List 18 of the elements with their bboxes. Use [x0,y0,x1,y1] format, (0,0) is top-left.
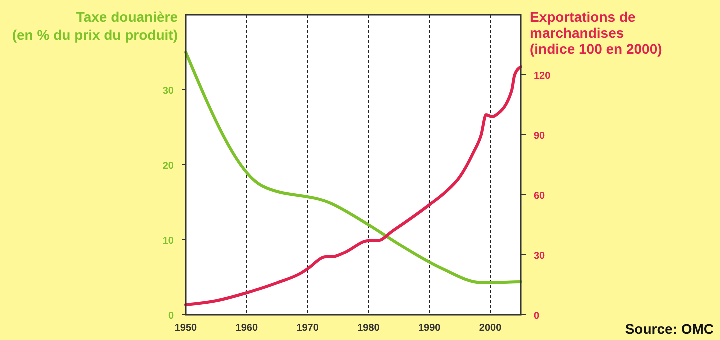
y2-axis-title: Exportations de marchandises (indice 100 en 2000) [530,9,662,57]
y-tick-label: 20 [162,161,174,172]
x-tick-label: 2000 [479,323,502,334]
y2-tick-label: 90 [534,131,546,142]
x-tick-label: 1980 [358,323,380,334]
y2-tick-label: 60 [534,191,546,202]
y-tick-label: 30 [162,86,174,97]
x-tick-label: 1960 [236,323,258,334]
y2-tick-label: 30 [534,251,546,262]
y-axis-title: Taxe douanière (en % du prix du produit) [12,9,178,43]
y2-tick-label: 0 [534,311,540,322]
y2-tick-label: 120 [534,71,552,82]
x-tick-label: 1990 [418,323,442,334]
x-tick-label: 1970 [296,323,320,334]
x-tick-label: 1950 [174,323,198,334]
y-tick-label: 0 [168,311,174,322]
y-tick-label: 10 [162,236,174,247]
source-note: Source: OMC [625,321,714,337]
